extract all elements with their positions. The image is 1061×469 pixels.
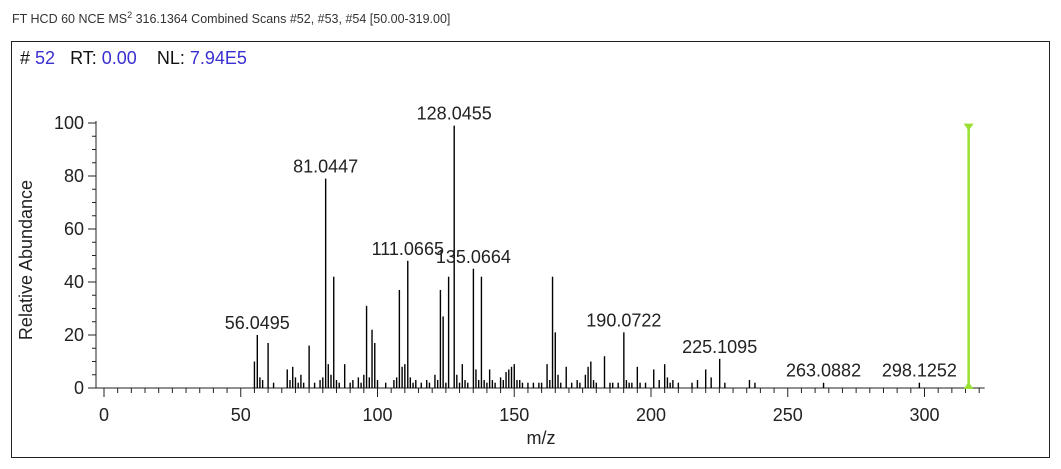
x-tick-label: 150 bbox=[499, 405, 529, 425]
peak-label: 128.0455 bbox=[417, 104, 492, 124]
header-prefix: FT HCD 60 NCE MS bbox=[12, 12, 128, 27]
scan-header: FT HCD 60 NCE MS2 316.1364 Combined Scan… bbox=[12, 10, 450, 26]
y-tick-label: 40 bbox=[64, 272, 84, 292]
y-tick-label: 80 bbox=[64, 166, 84, 186]
peak-series bbox=[253, 123, 974, 389]
peak-label: 56.0495 bbox=[225, 313, 290, 333]
rt-value: 0.00 bbox=[101, 48, 137, 68]
scan-number-value: 52 bbox=[35, 48, 56, 68]
x-tick-label: 200 bbox=[636, 405, 666, 425]
peak-label: 111.0665 bbox=[372, 239, 444, 259]
rt-label: RT: bbox=[70, 48, 97, 68]
peak-label: 225.1095 bbox=[682, 337, 757, 357]
y-axis-label: Relative Abundance bbox=[16, 180, 36, 340]
scan-number-label: # bbox=[20, 48, 31, 68]
peak-labels: 56.0495 81.0447 111.0665 128.0455 135.0664 19… bbox=[225, 104, 957, 381]
y-tick-label: 20 bbox=[64, 325, 84, 345]
peak-label: 81.0447 bbox=[293, 157, 358, 177]
peak-label: 298.1252 bbox=[882, 361, 957, 381]
spectrum-panel bbox=[11, 41, 1050, 458]
scan-info: # 52 RT: 0.00 NL: 7.94E5 bbox=[20, 48, 247, 69]
x-tick-label: 50 bbox=[231, 405, 251, 425]
x-axis-label: m/z bbox=[527, 428, 556, 448]
precursor-marker-cap-top bbox=[963, 123, 974, 131]
x-tick-label: 0 bbox=[99, 405, 109, 425]
y-tick-label: 0 bbox=[74, 378, 84, 398]
y-tick-label: 60 bbox=[64, 219, 84, 239]
peak-label: 190.0722 bbox=[586, 310, 661, 330]
header-suffix: 316.1364 Combined Scans #52, #53, #54 [5… bbox=[132, 12, 451, 27]
x-tick-label: 250 bbox=[773, 405, 803, 425]
nl-label: NL: bbox=[156, 48, 185, 68]
header-ms-order: 2 bbox=[127, 10, 133, 20]
x-tick-label: 300 bbox=[909, 405, 939, 425]
chart-axes: 0 50 100 150 200 250 300 0 20 40 60 80 100 bbox=[54, 113, 985, 425]
x-tick-label: 100 bbox=[362, 405, 392, 425]
peak-label: 263.0882 bbox=[786, 361, 861, 381]
peak-label: 135.0664 bbox=[436, 247, 511, 267]
nl-value: 7.94E5 bbox=[189, 48, 247, 68]
precursor-marker-cap-bottom bbox=[963, 382, 974, 389]
y-tick-label: 100 bbox=[54, 113, 84, 133]
